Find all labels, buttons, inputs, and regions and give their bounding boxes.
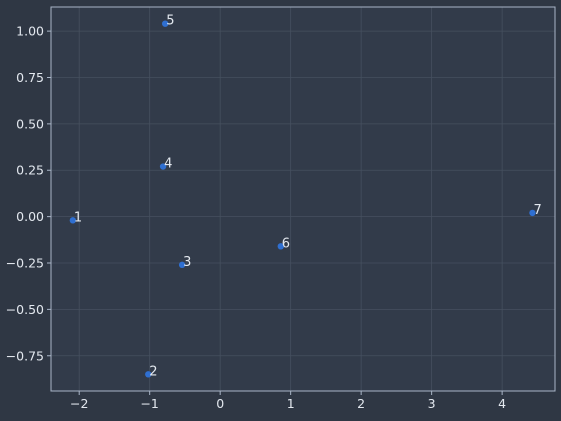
point-label: 6 [282, 236, 290, 251]
y-tick-label: 1.00 [16, 24, 44, 39]
scatter-point [69, 217, 77, 224]
point-label: 5 [166, 14, 174, 29]
x-tick-label: −1 [140, 396, 158, 411]
plot-area [51, 7, 555, 391]
scatter-point [159, 163, 167, 170]
x-tick-label: 4 [498, 396, 506, 411]
scatter-point [161, 20, 169, 27]
x-tick-label: 3 [428, 396, 436, 411]
point-label: 1 [74, 210, 82, 225]
scatter-point [277, 243, 284, 250]
y-tick-label: −0.25 [6, 256, 44, 271]
x-tick-label: 1 [287, 396, 295, 411]
scatter-point [178, 261, 186, 269]
y-tick-label: 0.50 [16, 116, 44, 131]
point-label: 7 [533, 203, 541, 218]
y-tick-label: 0.25 [16, 163, 44, 178]
y-tick-label: −0.50 [6, 302, 44, 317]
scatter-point [145, 371, 152, 378]
x-axis-ticks: −2 −1 0 1 2 3 4 [70, 391, 506, 411]
point-label: 4 [164, 157, 172, 172]
plot-frame [50, 6, 556, 392]
point-label: 3 [183, 255, 191, 270]
grid-lines [51, 7, 555, 391]
point-label: 2 [149, 364, 157, 379]
y-axis-ticks: −0.75 −0.50 −0.25 0.00 0.25 0.50 0.75 1.00 [6, 24, 51, 363]
x-tick-label: −2 [70, 396, 88, 411]
y-tick-label: 0.00 [16, 209, 44, 224]
x-tick-label: 2 [357, 396, 365, 411]
y-tick-label: 0.75 [16, 70, 44, 85]
y-tick-label: −0.75 [6, 348, 44, 363]
x-tick-label: 0 [216, 396, 224, 411]
data-points: 1 2 3 4 5 6 7 [69, 14, 542, 379]
scatter-point [529, 209, 536, 217]
